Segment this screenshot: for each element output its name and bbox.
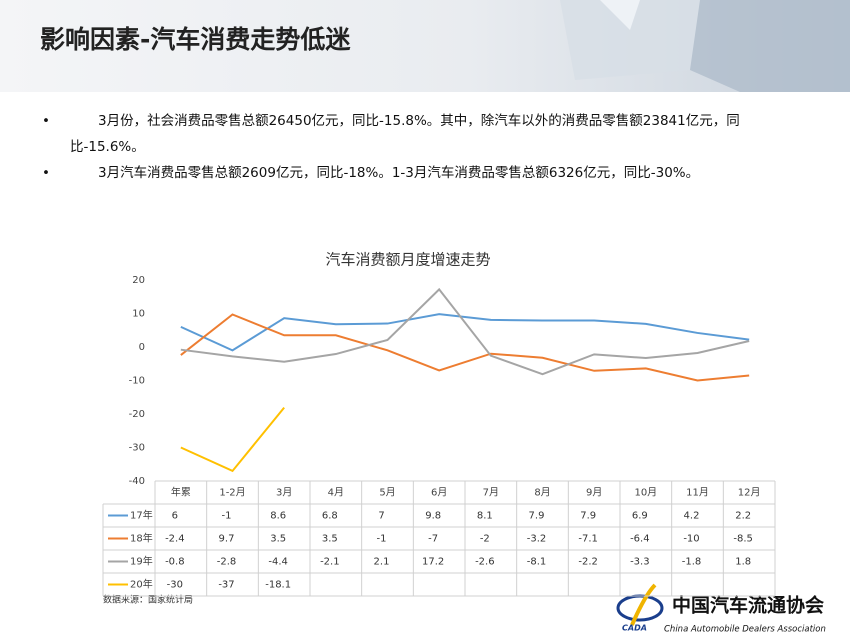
header: 影响因素-汽车消费走势低迷 — [0, 0, 850, 92]
logo: CADA 中国汽车流通协会 China Automobile Dealers A… — [616, 583, 826, 635]
header-decoration — [560, 0, 850, 92]
table-value: -37 — [218, 580, 234, 591]
logo-name-en: China Automobile Dealers Association — [664, 625, 826, 635]
x-tick-label: 11月 — [686, 487, 709, 499]
legend-label: 17年 — [130, 509, 153, 522]
chart-title: 汽车消费额月度增速走势 — [325, 251, 490, 269]
table-value: 6.9 — [632, 511, 648, 522]
table-value: 7.9 — [529, 511, 545, 522]
table-value: 8.6 — [270, 511, 286, 522]
y-tick-label: 10 — [132, 309, 145, 320]
table-value: -3.2 — [527, 534, 547, 545]
logo-mark: CADA — [622, 624, 647, 633]
bullet: 3月汽车消费品零售总额2609亿元，同比-18%。1-3月汽车消费品零售总额63… — [42, 160, 760, 186]
table-value: 3.5 — [322, 534, 338, 545]
table-value: -18.1 — [265, 580, 291, 591]
table-value: 2.2 — [735, 511, 751, 522]
table-value: -8.5 — [733, 534, 753, 545]
table-value: -2.4 — [165, 534, 185, 545]
title: 影响因素-汽车消费走势低迷 — [40, 25, 351, 54]
source: 数据来源：国家统计局 — [103, 594, 193, 606]
x-tick-label: 6月 — [431, 487, 447, 499]
table-value: -3.3 — [630, 557, 650, 568]
table-value: 17.2 — [422, 557, 444, 568]
bullet: 3月份，社会消费品零售总额26450亿元，同比-15.8%。其中，除汽车以外的消… — [42, 108, 760, 160]
y-tick-label: -10 — [129, 376, 145, 387]
logo-name: 中国汽车流通协会 — [672, 594, 824, 617]
y-tick-label: 20 — [132, 275, 145, 286]
bullet-list: 3月份，社会消费品零售总额26450亿元，同比-15.8%。其中，除汽车以外的消… — [42, 108, 760, 186]
table-value: 9.7 — [219, 534, 235, 545]
table-value: 9.8 — [425, 511, 441, 522]
series-line — [180, 313, 750, 352]
table-value: -6.4 — [630, 534, 650, 545]
table-value: -7.1 — [578, 534, 598, 545]
table-value: -8.1 — [527, 557, 547, 568]
x-tick-label: 3月 — [276, 487, 292, 499]
table-value: 6.8 — [322, 511, 338, 522]
y-tick-label: -20 — [129, 409, 145, 420]
table-value: 4.2 — [684, 511, 700, 522]
table-value: 3.5 — [270, 534, 286, 545]
y-tick-label: -40 — [129, 476, 145, 487]
series-line — [180, 287, 750, 376]
table-value: 6 — [172, 511, 178, 522]
table-value: -2.8 — [217, 557, 237, 568]
table-value: -10 — [683, 534, 699, 545]
table-value: -2.1 — [320, 557, 340, 568]
table-value: -0.8 — [165, 557, 185, 568]
table-value: -30 — [167, 580, 183, 591]
table-value: 7 — [378, 511, 384, 522]
x-tick-label: 9月 — [586, 487, 602, 499]
table-value: -2.2 — [578, 557, 598, 568]
x-tick-label: 1-2月 — [219, 487, 245, 499]
x-tick-label: 12月 — [738, 487, 761, 499]
y-tick-label: -30 — [129, 443, 145, 454]
x-tick-label: 10月 — [634, 487, 657, 499]
y-tick-label: 0 — [139, 342, 145, 353]
table-value: 1.8 — [735, 557, 751, 568]
table-value: -1 — [377, 534, 387, 545]
table-value: 7.9 — [580, 511, 596, 522]
x-tick-label: 年累 — [171, 486, 191, 499]
table-value: -1 — [222, 511, 232, 522]
table-value: -2.6 — [475, 557, 495, 568]
legend-label: 19年 — [130, 555, 153, 568]
series-line — [180, 313, 750, 382]
table-value: 8.1 — [477, 511, 493, 522]
table-value: -2 — [480, 534, 490, 545]
x-tick-label: 5月 — [379, 487, 395, 499]
table-value: -7 — [428, 534, 438, 545]
table-value: -4.4 — [268, 557, 288, 568]
x-tick-label: 4月 — [328, 487, 344, 499]
series-line — [180, 407, 285, 473]
legend-label: 18年 — [130, 532, 153, 545]
table-value: 2.1 — [374, 557, 390, 568]
table-value: -1.8 — [682, 557, 702, 568]
x-tick-label: 8月 — [534, 487, 550, 499]
x-tick-label: 7月 — [483, 487, 499, 499]
legend-label: 20年 — [130, 578, 153, 591]
